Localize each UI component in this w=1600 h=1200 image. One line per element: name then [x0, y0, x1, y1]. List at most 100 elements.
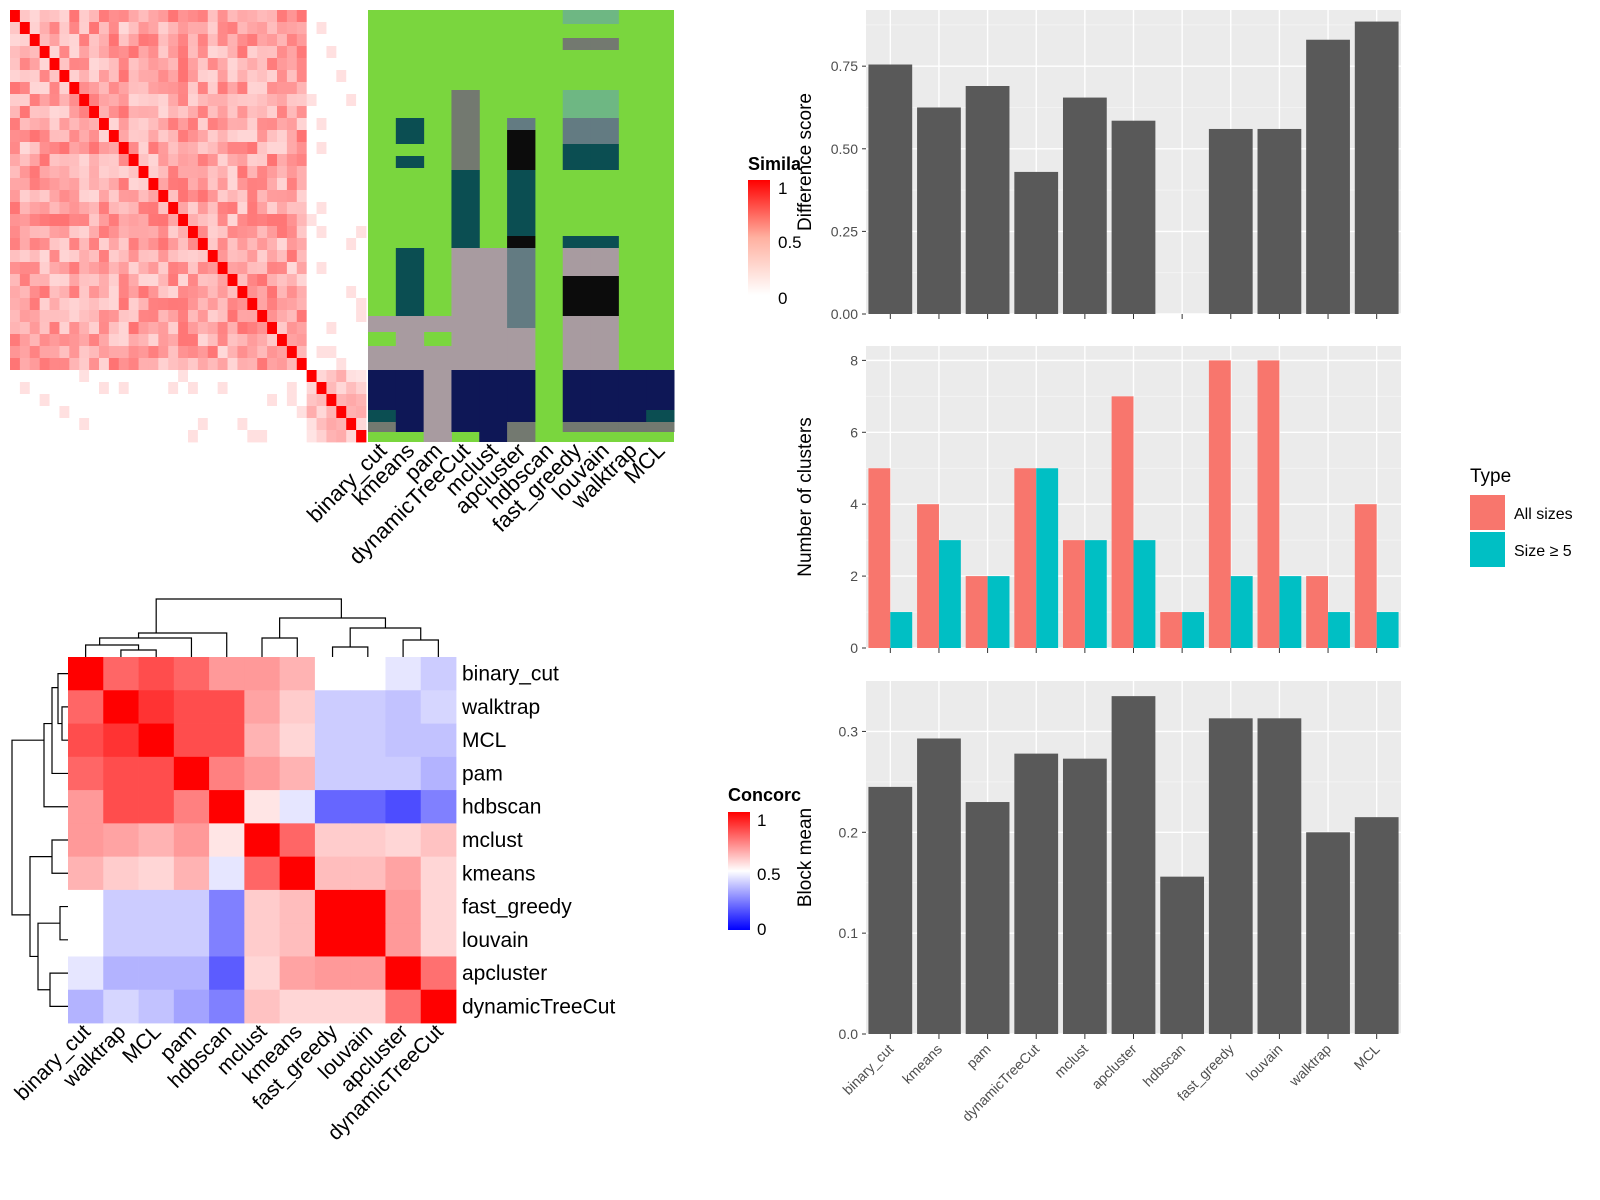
similarity-cell	[138, 322, 149, 335]
similarity-cell	[336, 190, 347, 203]
similarity-cell	[168, 82, 179, 95]
dendrogram-branch	[57, 673, 68, 725]
similarity-cell	[316, 430, 327, 443]
similarity-cell	[59, 34, 70, 47]
similarity-cell	[188, 166, 199, 179]
similarity-cell	[296, 46, 308, 59]
similarity-cell	[277, 358, 288, 371]
similarity-cell	[39, 178, 50, 191]
similarity-cell	[10, 10, 21, 23]
similarity-cell	[296, 322, 308, 335]
similarity-cell	[257, 202, 268, 215]
similarity-cell	[128, 274, 139, 287]
similarity-cell	[10, 154, 21, 167]
similarity-cell	[267, 142, 278, 155]
similarity-cell	[10, 178, 21, 191]
similarity-cell	[207, 58, 219, 71]
similarity-cell	[207, 22, 219, 35]
similarity-cell	[316, 382, 327, 395]
similarity-cell	[197, 358, 209, 371]
similarity-cell	[197, 70, 209, 83]
similarity-cell	[108, 94, 120, 107]
similarity-cell	[227, 310, 238, 323]
similarity-cell	[99, 394, 110, 407]
similarity-cell	[336, 106, 347, 119]
similarity-cell	[178, 298, 189, 311]
similarity-cell	[138, 106, 149, 119]
similarity-cell	[69, 214, 80, 227]
similarity-cell	[19, 238, 31, 251]
similarity-cell	[286, 130, 298, 143]
similarity-cell	[277, 238, 288, 251]
classification-cell	[590, 10, 619, 24]
concordance-cell	[138, 657, 175, 691]
concordance-dendrograms	[11, 598, 439, 1007]
similarity-cell	[207, 334, 219, 347]
similarity-cell	[237, 214, 248, 227]
similarity-cell	[128, 34, 139, 47]
similarity-cell	[356, 70, 367, 83]
similarity-cell	[29, 34, 41, 47]
concordance-cell	[173, 723, 210, 758]
similarity-cell	[10, 274, 21, 287]
similarity-cell	[207, 418, 219, 431]
similarity-cell	[89, 358, 100, 371]
classification-cell	[507, 236, 536, 248]
concordance-cell	[103, 690, 139, 724]
similarity-cell	[197, 166, 209, 179]
similarity-cell	[267, 346, 278, 359]
similarity-cell	[316, 70, 327, 83]
similarity-cell	[59, 430, 70, 443]
concordance-cell	[350, 756, 386, 791]
bar-all-sizes	[1062, 540, 1085, 648]
similarity-cell	[19, 322, 31, 335]
classification-cell	[618, 422, 647, 432]
concordance-cell	[314, 956, 351, 991]
similarity-cell	[277, 334, 288, 347]
similarity-cell	[59, 94, 70, 107]
similarity-cell	[89, 118, 100, 131]
similarity-cell	[79, 430, 90, 443]
similarity-cell	[207, 322, 219, 335]
similarity-cell	[247, 310, 258, 323]
similarity-cell	[49, 346, 60, 359]
similarity-cell	[69, 334, 80, 347]
similarity-cell	[237, 82, 248, 95]
similarity-cell	[178, 346, 189, 359]
similarity-cell	[197, 406, 209, 419]
similarity-cell	[267, 226, 278, 239]
similarity-cell	[158, 310, 169, 323]
similarity-cell	[118, 238, 130, 251]
similarity-cell	[148, 34, 159, 47]
similarity-cell	[158, 214, 169, 227]
similarity-cell	[247, 286, 258, 299]
similarity-cell	[138, 178, 149, 191]
bar	[1111, 696, 1156, 1034]
similarity-cell	[286, 70, 298, 83]
similarity-cell	[138, 358, 149, 371]
similarity-cell	[326, 46, 337, 59]
similarity-cell	[89, 58, 100, 71]
similarity-cell	[178, 238, 189, 251]
similarity-cell	[99, 274, 110, 287]
similarity-cell	[99, 178, 110, 191]
similarity-cell	[49, 418, 60, 431]
classification-cell	[368, 410, 397, 422]
similarity-cell	[99, 226, 110, 239]
similarity-cell	[39, 142, 50, 155]
similarity-cell	[128, 298, 139, 311]
similarity-cell	[247, 154, 258, 167]
similarity-cell	[158, 382, 169, 395]
similarity-cell	[10, 310, 21, 323]
similarity-cell	[158, 322, 169, 335]
similarity-cell	[118, 154, 130, 167]
similarity-cell	[39, 310, 50, 323]
similarity-cell	[336, 250, 347, 263]
similarity-cell	[158, 346, 169, 359]
bar	[917, 107, 961, 314]
similarity-cell	[257, 166, 268, 179]
similarity-cell	[277, 46, 288, 59]
y-axis-label: Difference score	[795, 93, 816, 231]
